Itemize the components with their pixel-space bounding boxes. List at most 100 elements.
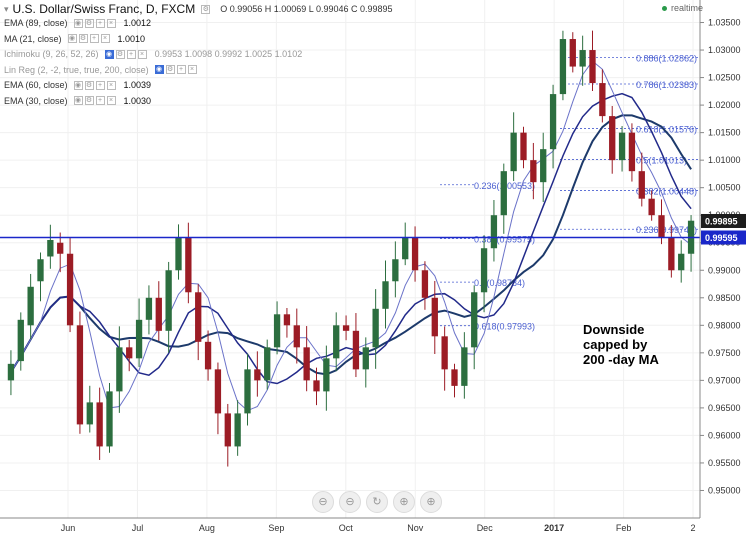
add-icon[interactable]: + <box>95 80 105 90</box>
eye-icon[interactable]: ◉ <box>154 65 164 74</box>
reset-icon[interactable]: ↻ <box>366 491 388 513</box>
candle-body <box>510 132 517 172</box>
candle-body <box>648 198 655 216</box>
candle-body <box>569 39 576 67</box>
indicator-row[interactable]: MA (21, close) ◉ ⚙ + × 1.0010 <box>4 32 145 46</box>
settings-icon[interactable]: ⚙ <box>78 34 88 43</box>
price-tick-label: 1.03000 <box>708 45 741 55</box>
price-tick-label: 0.95000 <box>708 485 741 495</box>
candle-body <box>7 363 15 381</box>
scroll-right-icon[interactable]: ⊕ <box>393 491 415 513</box>
annotation-line: 200 -day MA <box>583 352 659 367</box>
candle-body <box>264 347 271 381</box>
candle-body <box>66 253 74 326</box>
zoom-in-icon[interactable]: ⊕ <box>420 491 442 513</box>
indicator-row[interactable]: EMA (89, close) ◉ ⚙ + × 1.0012 <box>4 16 151 30</box>
settings-icon[interactable]: ⚙ <box>84 96 94 105</box>
time-tick-label: Nov <box>407 523 424 533</box>
grid <box>0 0 700 518</box>
indicator-value: 1.0012 <box>123 18 152 28</box>
ma-light-line <box>10 60 692 412</box>
candle-body <box>106 391 113 447</box>
indicator-name: EMA (30, close) <box>4 95 68 106</box>
close-icon[interactable]: × <box>106 80 116 90</box>
add-icon[interactable]: + <box>176 65 186 74</box>
close-icon[interactable]: × <box>100 34 110 43</box>
status-dot-icon <box>662 5 667 11</box>
settings-icon[interactable]: ⚙ <box>115 49 125 59</box>
candle-body <box>313 380 320 392</box>
add-icon[interactable]: + <box>126 49 136 59</box>
settings-icon[interactable]: ⚙ <box>84 18 94 28</box>
price-axis[interactable]: 1.03500 1.03000 1.02500 1.02000 1.01500 1.010… <box>699 0 741 518</box>
price-tick-label: 0.99000 <box>708 265 741 275</box>
candle-body <box>333 325 340 359</box>
price-tick-label: 1.01000 <box>708 155 741 165</box>
candle-body <box>441 336 448 370</box>
candle-body <box>559 39 567 95</box>
candle-body <box>273 314 281 348</box>
price-label-box <box>701 213 746 228</box>
candle-body <box>589 50 596 84</box>
symbol-title[interactable]: U.S. Dollar/Swiss Franc, D, FXCM <box>12 2 196 16</box>
eye-icon[interactable]: ◉ <box>73 96 83 105</box>
eye-icon[interactable]: ◉ <box>67 34 77 43</box>
fib-level-label: 0.786(1.02383) <box>636 80 697 90</box>
close-icon[interactable]: × <box>187 65 197 74</box>
price-tick-label: 1.03500 <box>708 18 741 28</box>
moving-averages <box>10 60 692 412</box>
plot-background <box>0 0 700 520</box>
time-tick-label: Oct <box>339 523 354 533</box>
candle-body <box>135 319 143 359</box>
indicator-row[interactable]: EMA (60, close) ◉ ⚙ + × 1.0039 <box>4 78 151 92</box>
time-tick-label: Jun <box>61 523 76 533</box>
eye-icon[interactable]: ◉ <box>73 18 83 28</box>
candle-body <box>609 116 616 161</box>
price-tick-label: 0.98000 <box>708 320 741 330</box>
indicator-row[interactable]: Ichimoku (9, 26, 52, 26) ◉ ⚙ + × 0.9953 1.009… <box>4 47 302 61</box>
candle-body <box>599 83 606 117</box>
time-tick-label: 2017 <box>544 523 564 533</box>
candle-body <box>342 325 350 331</box>
ma-200-line <box>10 114 692 376</box>
candle-body <box>628 132 636 172</box>
close-icon[interactable]: × <box>137 49 147 59</box>
candle-body <box>382 281 389 309</box>
candle-body <box>27 286 34 326</box>
add-icon[interactable]: + <box>95 96 105 105</box>
time-tick-label: Dec <box>477 523 494 533</box>
indicator-name: MA (21, close) <box>4 33 62 44</box>
candle-body <box>244 369 251 414</box>
time-axis[interactable]: Jun Jul Aug Sep Oct Nov Dec 2017 Feb 2 <box>0 517 700 533</box>
add-icon[interactable]: + <box>95 18 105 28</box>
eye-icon[interactable]: ◉ <box>73 80 83 90</box>
indicator-value: 1.0010 <box>117 33 146 44</box>
candle-body <box>37 259 44 282</box>
candle-body <box>283 314 291 326</box>
settings-icon[interactable]: ⚙ <box>165 65 175 74</box>
add-icon[interactable]: + <box>89 34 99 43</box>
eye-icon[interactable]: ◉ <box>104 49 114 59</box>
candle-body <box>303 347 310 381</box>
fib-level-label: 0.5(1.01013) <box>636 155 687 165</box>
price-labels: 0.99895 0.99595 <box>701 213 746 245</box>
scroll-left-icon[interactable]: ⊖ <box>339 491 361 513</box>
indicator-row[interactable]: Lin Reg (2, -2, true, true, 200, close) ◉… <box>4 63 199 77</box>
candle-body <box>96 402 103 447</box>
candle-body <box>76 325 84 425</box>
price-label-box <box>701 230 746 245</box>
candle-body <box>165 270 172 331</box>
zoom-out-icon[interactable]: ⊖ <box>312 491 334 513</box>
indicator-row[interactable]: EMA (30, close) ◉ ⚙ + × 1.0030 <box>4 94 151 108</box>
annotation-line: capped by <box>583 337 648 352</box>
settings-icon[interactable]: ⚙ <box>84 80 94 90</box>
close-icon[interactable]: × <box>106 96 116 105</box>
collapse-icon[interactable]: ▾ <box>4 3 9 14</box>
candle-body <box>490 215 498 249</box>
price-tick-label: 1.02500 <box>708 73 741 83</box>
close-icon[interactable]: × <box>106 18 116 28</box>
price-tick-label: 0.97500 <box>708 348 741 358</box>
settings-icon[interactable]: ⚙ <box>201 4 211 14</box>
